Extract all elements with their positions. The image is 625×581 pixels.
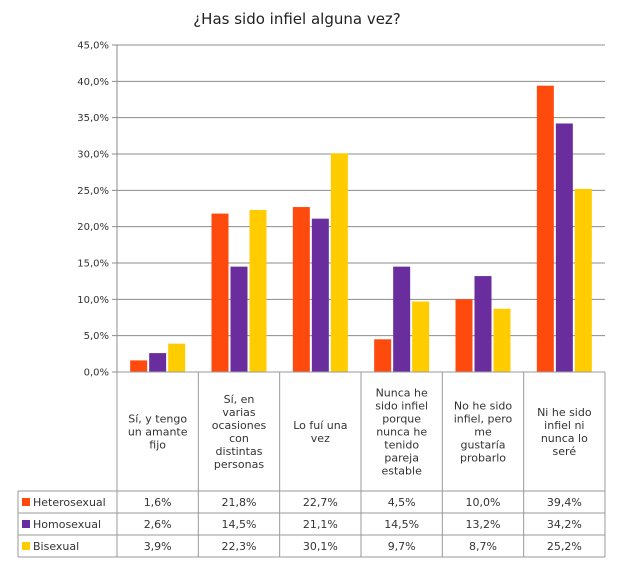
- category-label: Lo fuí una vez: [293, 419, 347, 445]
- y-tick-label: 25,0%: [77, 186, 109, 197]
- bar-bisexual-1: [249, 209, 267, 372]
- bar-homosexual-0: [149, 353, 167, 372]
- category-label: Sí, en varias ocasiones con distintas persona…: [212, 393, 267, 471]
- legend-key-heterosexual: [22, 498, 30, 506]
- category-label: No he sido infiel, pero me gustaría probarlo: [454, 400, 513, 465]
- bar-heterosexual-0: [130, 360, 148, 372]
- y-tick-label: 45,0%: [77, 41, 109, 52]
- data-label: 25,2%: [547, 540, 582, 553]
- data-table: Sí, y tengo un amante fijo Sí, en varias ocas…: [17, 371, 606, 558]
- data-label: 39,4%: [547, 496, 582, 509]
- data-label: 13,2%: [466, 518, 501, 531]
- bar-bisexual-5: [574, 188, 592, 372]
- category-label: Nunca he sido infiel porque nunca he tenido p…: [375, 387, 428, 478]
- data-label: 1,6%: [144, 496, 172, 509]
- data-label: 8,7%: [469, 540, 497, 553]
- legend-key-homosexual: [22, 520, 30, 528]
- bar-homosexual-4: [474, 276, 492, 372]
- y-tick-label: 0,0%: [84, 368, 109, 379]
- bar-bisexual-2: [330, 153, 348, 372]
- data-label: 10,0%: [466, 496, 501, 509]
- data-label: 4,5%: [388, 496, 416, 509]
- y-tick-label: 10,0%: [77, 295, 109, 306]
- bar-homosexual-5: [555, 123, 573, 372]
- bar-homosexual-3: [393, 266, 411, 372]
- data-label: 22,3%: [222, 540, 257, 553]
- y-axis-gridlines: 0,0% 5,0% 10,0% 15,0% 20,0% 25,0% 30,0% 35,0% 40…: [77, 41, 605, 379]
- y-tick-label: 30,0%: [77, 150, 109, 161]
- y-tick-label: 40,0%: [77, 77, 109, 88]
- bar-homosexual-1: [230, 266, 248, 372]
- category-label: Sí, y tengo un amante fijo: [128, 413, 188, 452]
- data-label: 3,9%: [144, 540, 172, 553]
- data-label: 30,1%: [303, 540, 338, 553]
- data-label: 22,7%: [303, 496, 338, 509]
- category-label: Ni he sido infiel ni nunca lo seré: [537, 406, 592, 458]
- data-label: 14,5%: [384, 518, 419, 531]
- legend-key-bisexual: [22, 542, 30, 550]
- data-label: 21,8%: [222, 496, 257, 509]
- bar-bisexual-4: [493, 308, 511, 372]
- bar-homosexual-2: [311, 218, 329, 372]
- data-label: 9,7%: [388, 540, 416, 553]
- bar-bisexual-3: [412, 301, 430, 372]
- y-tick-label: 5,0%: [84, 331, 109, 342]
- data-label: 2,6%: [144, 518, 172, 531]
- bar-heterosexual-3: [374, 339, 392, 372]
- y-tick-label: 20,0%: [77, 222, 109, 233]
- y-tick-label: 15,0%: [77, 259, 109, 270]
- bar-heterosexual-2: [292, 207, 310, 372]
- y-tick-label: 35,0%: [77, 113, 109, 124]
- chart-title: ¿Has sido infiel alguna vez?: [193, 10, 401, 28]
- bar-heterosexual-1: [211, 213, 229, 372]
- bar-heterosexual-4: [455, 299, 473, 372]
- bar-bisexual-0: [168, 343, 186, 372]
- legend-label-bisexual: Bisexual: [33, 540, 79, 553]
- data-label: 14,5%: [222, 518, 257, 531]
- bar-heterosexual-5: [536, 85, 554, 373]
- legend-label-heterosexual: Heterosexual: [33, 496, 106, 509]
- legend-label-homosexual: Homosexual: [33, 518, 101, 531]
- data-label: 21,1%: [303, 518, 338, 531]
- data-label: 34,2%: [547, 518, 582, 531]
- bar-series-group: [130, 85, 592, 373]
